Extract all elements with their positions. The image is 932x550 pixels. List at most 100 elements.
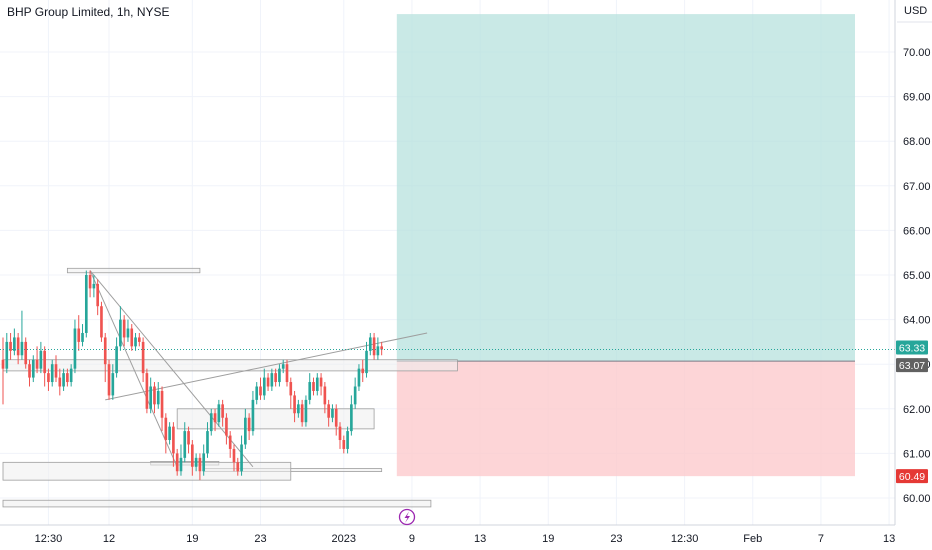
candle-body <box>69 368 73 383</box>
candle-body <box>274 373 277 383</box>
candle-body <box>315 377 319 391</box>
candle-body <box>293 395 296 414</box>
candle-body <box>334 408 338 427</box>
time-tick-label: 12:30 <box>671 533 699 545</box>
candle-body <box>240 444 243 472</box>
price-badges: 63.33 63.07 60.49 <box>896 340 928 484</box>
candle-body <box>103 337 107 365</box>
candle-body <box>221 404 224 418</box>
candle-body <box>308 382 312 400</box>
time-tick-label: 13 <box>883 533 895 545</box>
price-tick-label: 68.00 <box>903 136 931 148</box>
current-price-badge-label: 63.33 <box>899 342 925 354</box>
price-tick-label: 64.00 <box>903 315 931 327</box>
candle-body <box>191 444 194 467</box>
current-price-badge-bg <box>896 340 928 355</box>
candle-body <box>156 390 160 405</box>
price-tick-label: 62.00 <box>903 404 931 416</box>
price-tick-label: 70.00 <box>903 47 931 59</box>
time-tick-label: 19 <box>542 533 554 545</box>
time-axis-ticks: 12:30 12 19 23 2023 9 13 19 23 12:30 Feb 7 13 <box>35 533 896 545</box>
candle-body <box>312 382 315 391</box>
candle-body <box>31 359 35 378</box>
candle-body <box>319 377 323 387</box>
candle-body <box>368 337 372 351</box>
candle-body <box>202 453 206 472</box>
currency-label: USD <box>904 5 927 17</box>
candle-body <box>266 377 270 387</box>
candle-body <box>380 346 383 350</box>
price-tick-label: 60.00 <box>903 493 931 505</box>
candle-body <box>323 386 327 405</box>
time-tick-label: 7 <box>818 533 824 545</box>
candle-body <box>255 386 259 400</box>
time-tick-label: 12:30 <box>35 533 63 545</box>
candle-body <box>88 275 92 289</box>
candle-body <box>285 364 289 383</box>
price-axis[interactable] <box>895 0 932 525</box>
price-tick-label: 65.00 <box>903 270 931 282</box>
candle-body <box>289 382 293 396</box>
candle-body <box>225 417 228 436</box>
candle-body <box>141 341 145 374</box>
position-zones <box>396 14 855 477</box>
candle-body <box>232 448 236 463</box>
candle-body <box>13 337 16 351</box>
candle-body <box>281 364 285 369</box>
candle-body <box>350 404 353 432</box>
candle-body <box>179 457 183 472</box>
price-tick-label: 69.00 <box>903 92 931 104</box>
candle-body <box>16 337 20 356</box>
zone-box <box>2 461 292 481</box>
candle-body <box>187 431 190 445</box>
candle-body <box>357 368 361 387</box>
candle-body <box>35 359 39 369</box>
time-tick-label: Feb <box>743 533 762 545</box>
candle-body <box>81 332 84 342</box>
stop-price-badge-bg <box>896 469 928 484</box>
price-tick-label: 61.00 <box>903 448 931 460</box>
candle-body <box>300 404 304 423</box>
candle-body <box>372 337 376 356</box>
candle-body <box>259 386 262 396</box>
candle-body <box>73 328 77 369</box>
candle-body <box>175 453 179 472</box>
candle-body <box>331 408 334 418</box>
candle-body <box>134 337 137 347</box>
candle-body <box>376 346 380 356</box>
candle-body <box>111 373 115 396</box>
zone-box <box>2 499 432 508</box>
candle-body <box>84 275 88 333</box>
time-tick-label: 2023 <box>332 533 356 545</box>
time-axis[interactable] <box>0 525 932 550</box>
candle-body <box>54 364 58 378</box>
candle-body <box>77 328 81 342</box>
candle-body <box>213 413 217 423</box>
candle-body <box>137 337 141 342</box>
drawing-annotations <box>2 267 458 508</box>
target-zone <box>396 14 855 362</box>
candle-series <box>1 270 383 481</box>
candle-body <box>297 404 300 414</box>
candle-body <box>236 462 240 472</box>
candle-body <box>353 386 357 405</box>
stop-price-badge-label: 60.49 <box>899 471 925 483</box>
candle-body <box>107 364 111 396</box>
candle-body <box>168 426 171 441</box>
candle-body <box>115 346 118 374</box>
price-tick-label: 66.00 <box>903 225 931 237</box>
time-tick-label: 23 <box>610 533 622 545</box>
entry-price-badge-label: 63.07 <box>899 360 925 372</box>
candle-body <box>160 390 164 418</box>
candle-body <box>66 373 69 383</box>
candle-body <box>62 373 65 387</box>
candle-body <box>361 368 365 374</box>
candle-body <box>50 364 54 383</box>
stop-zone <box>396 361 855 477</box>
event-icon[interactable] <box>398 508 416 526</box>
candle-body <box>9 341 12 351</box>
candle-body <box>346 431 349 449</box>
candle-body <box>217 404 221 423</box>
candle-body <box>28 364 31 378</box>
